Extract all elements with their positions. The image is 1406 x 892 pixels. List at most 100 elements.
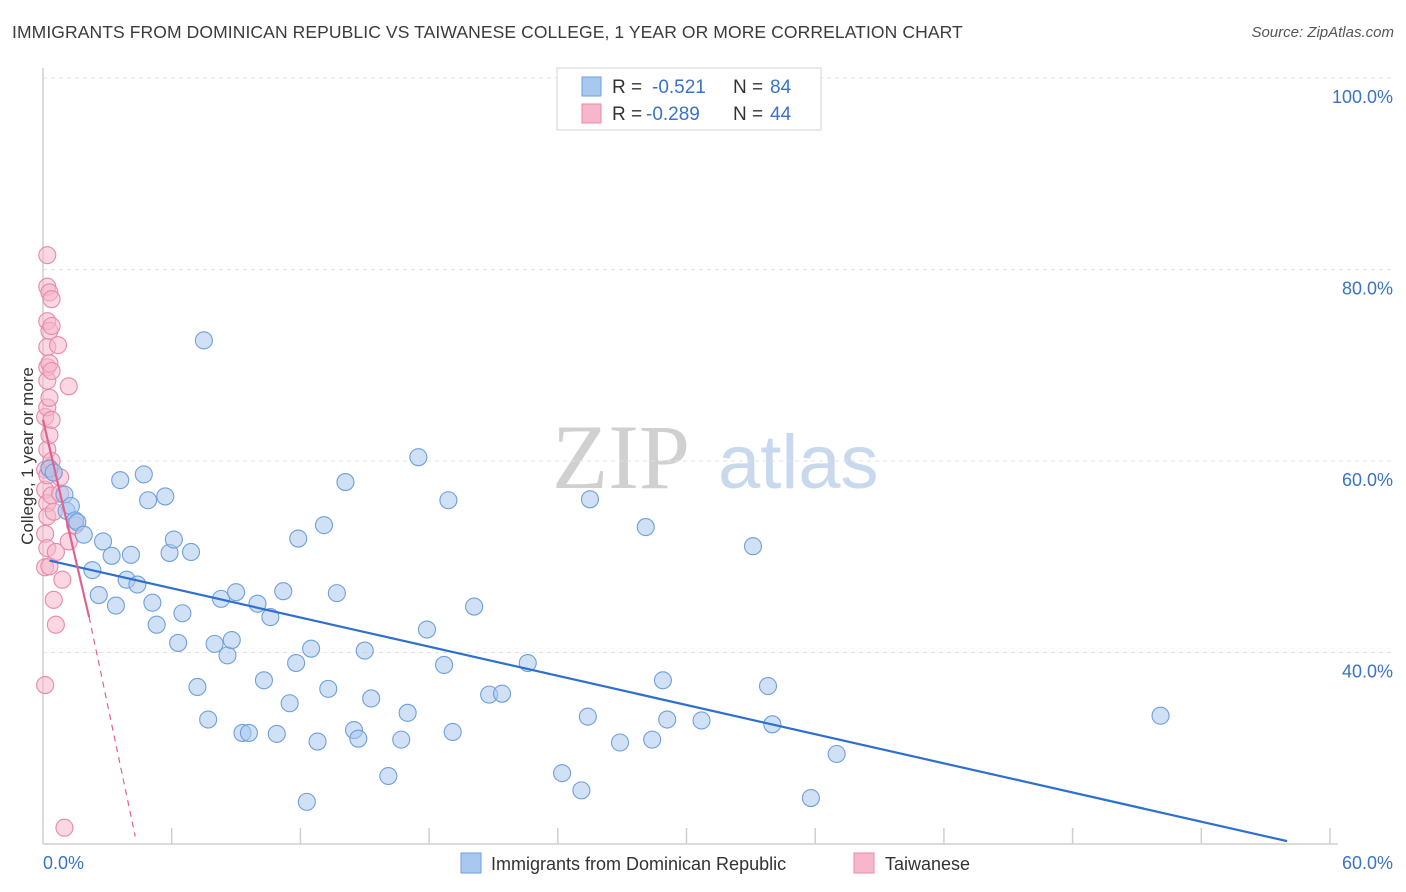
dominican-point <box>572 781 591 800</box>
legend-swatch-pink <box>581 103 602 124</box>
dominican-point <box>653 671 672 690</box>
legend-n-label-pink: N = <box>733 104 763 125</box>
dominican-point <box>443 722 462 742</box>
taiwanese-point <box>44 590 63 609</box>
dominican-point <box>492 684 512 703</box>
dominican-point <box>111 471 130 490</box>
dominican-point <box>74 525 93 544</box>
dominican-point <box>580 490 600 509</box>
dominican-point <box>319 679 338 698</box>
legend-r-label-pink: R = <box>612 104 642 125</box>
dominican-point <box>314 516 334 535</box>
bottom-legend-swatch-pink <box>853 852 875 874</box>
trend-lines <box>41 419 1288 843</box>
taiwanese-point <box>46 615 65 634</box>
dominican-point <box>743 537 763 556</box>
dominican-point <box>222 631 241 650</box>
dominican-point <box>287 653 306 673</box>
taiwanese-point <box>48 336 68 355</box>
dominican-point <box>199 710 218 729</box>
series-legend: Immigrants from Dominican Republic Taiwa… <box>460 852 970 874</box>
dominican-point <box>227 583 246 602</box>
dominican-point <box>173 604 192 623</box>
dominican-point <box>643 730 662 749</box>
dominican-point <box>578 707 597 726</box>
dominican-point <box>379 766 398 786</box>
taiwanese-point <box>53 570 72 589</box>
dominican-point <box>181 542 201 562</box>
dominican-point <box>1151 706 1170 725</box>
taiwanese-point <box>46 542 65 562</box>
dominican-point <box>89 585 108 605</box>
dominican-point <box>435 655 454 674</box>
bottom-legend-label-blue: Immigrants from Dominican Republic <box>491 854 786 874</box>
dominican-point <box>205 634 224 653</box>
legend-n-value-blue: 84 <box>770 77 792 98</box>
dominican-point <box>398 703 417 722</box>
dominican-point <box>439 491 458 510</box>
dominican-point <box>308 732 327 751</box>
legend-r-label-blue: R = <box>612 77 642 98</box>
dominican-point <box>143 593 162 612</box>
dominican-point <box>254 671 273 690</box>
legend-r-value-blue: -0.521 <box>652 77 706 98</box>
dominican-point <box>417 620 437 639</box>
dominican-point <box>349 729 368 748</box>
dominican-point <box>139 491 158 510</box>
bottom-legend-label-pink: Taiwanese <box>885 854 970 874</box>
dominican-point <box>801 788 820 808</box>
dominican-point <box>336 473 355 492</box>
taiwanese-point <box>55 818 74 837</box>
legend-n-label-blue: N = <box>733 77 763 98</box>
dominican-point <box>102 546 121 565</box>
taiwanese-trend-line <box>41 419 91 618</box>
dominican-point <box>267 724 286 743</box>
dominican-point <box>302 639 321 658</box>
dominican-point <box>827 744 846 764</box>
y-tick-label: 60.0% <box>1342 470 1393 490</box>
taiwanese-point <box>59 532 78 551</box>
dominican-point <box>156 487 175 506</box>
dominican-point <box>147 615 166 634</box>
legend-swatch-blue <box>581 76 602 97</box>
dominican-point <box>280 694 299 713</box>
y-tick-label: 100.0% <box>1332 87 1393 107</box>
gridlines <box>43 77 1392 653</box>
dominican-point <box>553 764 572 783</box>
dominican-point <box>289 529 308 548</box>
chart-source: Source: ZipAtlas.com <box>1251 24 1394 41</box>
legend-n-value-pink: 44 <box>770 104 792 125</box>
dominican-point <box>239 723 258 742</box>
chart-title: IMMIGRANTS FROM DOMINICAN REPUBLIC VS TA… <box>12 22 963 42</box>
x-tick-label-min: 0.0% <box>43 853 84 873</box>
dominican-point <box>362 689 381 708</box>
taiwanese-point <box>36 676 55 695</box>
dominican-point <box>758 676 778 696</box>
dominican-point <box>218 646 237 665</box>
taiwanese-point <box>38 246 57 265</box>
dominican-point <box>355 641 374 660</box>
taiwanese-point <box>42 316 61 336</box>
dominican-points <box>40 331 1170 811</box>
correlation-legend: R = -0.521 N = 84 R = -0.289 N = 44 <box>556 67 822 131</box>
x-ticks <box>170 828 1331 844</box>
dominican-point <box>610 733 630 752</box>
watermark-zip: ZIP <box>552 406 690 508</box>
dominican-point <box>692 711 711 730</box>
dominican-point <box>94 532 113 551</box>
taiwanese-point <box>42 290 61 309</box>
dominican-point <box>409 448 428 467</box>
dominican-point <box>121 545 140 564</box>
dominican-point <box>134 465 153 484</box>
dominican-point <box>636 518 655 537</box>
dominican-point <box>274 582 293 601</box>
dominican-point <box>261 608 280 627</box>
dominican-point <box>106 596 125 615</box>
taiwanese-point <box>42 361 61 381</box>
y-tick-label: 80.0% <box>1342 279 1393 299</box>
dominican-point <box>658 710 677 729</box>
y-tick-labels: 40.0% 60.0% 80.0% 100.0% <box>1332 87 1393 682</box>
dominican-point <box>392 730 411 749</box>
watermark-atlas: atlas <box>718 420 879 505</box>
